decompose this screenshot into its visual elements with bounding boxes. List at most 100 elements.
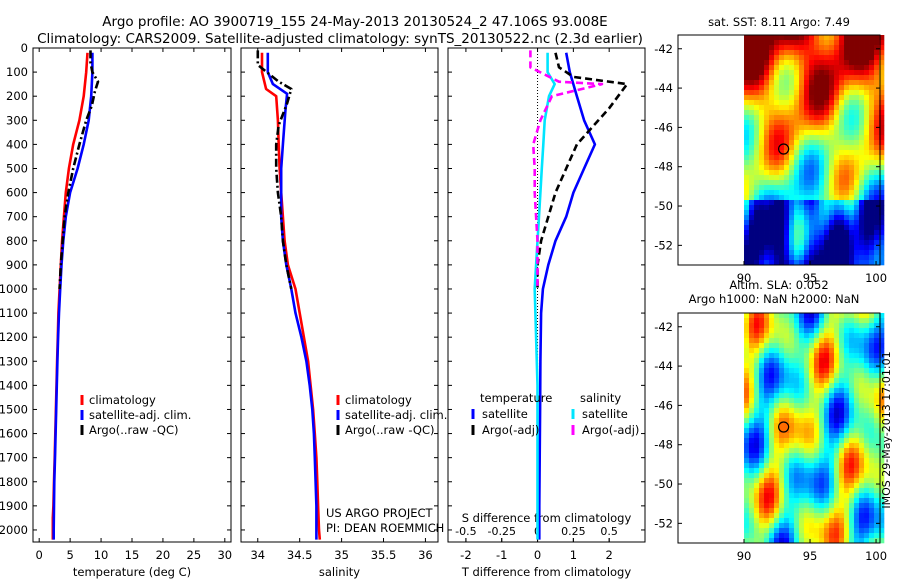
map-cell	[864, 165, 870, 171]
map-cell	[794, 230, 800, 236]
map-cell	[814, 225, 820, 231]
map-cell	[794, 135, 800, 141]
map-cell	[779, 343, 785, 349]
map-cell	[779, 245, 785, 251]
map-cell	[759, 150, 765, 156]
map-cell	[864, 55, 870, 61]
map-cell	[829, 338, 835, 344]
map-cell	[744, 240, 750, 246]
map-cell	[804, 190, 810, 196]
map-cell	[814, 75, 820, 81]
map-cell	[834, 200, 840, 206]
map-cell	[844, 185, 850, 191]
map-cell	[754, 433, 760, 439]
map-cell	[869, 40, 875, 46]
map-cell	[744, 348, 750, 354]
map-cell	[774, 473, 780, 479]
map-cell	[849, 478, 855, 484]
map-cell	[854, 443, 860, 449]
map-cell	[809, 110, 815, 116]
map-cell	[869, 95, 875, 101]
map-cell	[854, 358, 860, 364]
map-cell	[859, 165, 865, 171]
map-cell	[829, 478, 835, 484]
map-cell	[774, 230, 780, 236]
map-cell	[784, 145, 790, 151]
map-cell	[759, 433, 765, 439]
map-cell	[864, 110, 870, 116]
map-cell	[809, 215, 815, 221]
map-cell	[789, 105, 795, 111]
map-cell	[809, 338, 815, 344]
map-cell	[869, 368, 875, 374]
map-cell	[764, 463, 770, 469]
map-cell	[784, 333, 790, 339]
map-cell	[759, 328, 765, 334]
map-cell	[784, 100, 790, 106]
map-cell	[744, 50, 750, 56]
map-cell	[829, 513, 835, 519]
map-cell	[849, 528, 855, 534]
map-cell	[779, 100, 785, 106]
map-cell	[774, 160, 780, 166]
map-cell	[804, 448, 810, 454]
map-cell	[829, 383, 835, 389]
map-cell	[844, 428, 850, 434]
map-cell	[859, 160, 865, 166]
map-cell	[784, 418, 790, 424]
map-cell	[879, 443, 885, 449]
map-cell	[839, 313, 845, 319]
map-cell	[879, 160, 885, 166]
map-cell	[839, 205, 845, 211]
map-cell	[814, 388, 820, 394]
map-cell	[834, 528, 840, 534]
map-cell	[839, 388, 845, 394]
map-cell	[849, 398, 855, 404]
map-cell	[869, 110, 875, 116]
map-cell	[804, 458, 810, 464]
map-cell	[864, 353, 870, 359]
map-cell	[799, 313, 805, 319]
map-cell	[849, 318, 855, 324]
map-cell	[834, 85, 840, 91]
map-cell	[764, 418, 770, 424]
map-cell	[809, 210, 815, 216]
map-cell	[794, 363, 800, 369]
map-cell	[754, 353, 760, 359]
map-cell	[819, 518, 825, 524]
map-cell	[804, 200, 810, 206]
map-cell	[824, 125, 830, 131]
map-cell	[769, 230, 775, 236]
map-cell	[749, 195, 755, 201]
map-cell	[809, 240, 815, 246]
map-cell	[849, 140, 855, 146]
map-cell	[879, 215, 885, 221]
map-cell	[854, 180, 860, 186]
map-cell	[864, 398, 870, 404]
map-cell	[839, 408, 845, 414]
map-cell	[744, 403, 750, 409]
map-cell	[874, 393, 880, 399]
map-cell	[839, 483, 845, 489]
map-cell	[859, 205, 865, 211]
map-cell	[774, 55, 780, 61]
map-cell	[774, 348, 780, 354]
map-cell	[859, 245, 865, 251]
map-cell	[829, 443, 835, 449]
map-cell	[774, 205, 780, 211]
map-cell	[829, 473, 835, 479]
map-cell	[779, 120, 785, 126]
map-cell	[794, 523, 800, 529]
map-cell	[859, 100, 865, 106]
map-cell	[799, 503, 805, 509]
map-cell	[814, 230, 820, 236]
map-cell	[789, 235, 795, 241]
map-cell	[799, 120, 805, 126]
map-cell	[869, 35, 875, 41]
map-cell	[754, 125, 760, 131]
map-cell	[759, 348, 765, 354]
map-cell	[799, 140, 805, 146]
map-cell	[769, 225, 775, 231]
map-cell	[824, 468, 830, 474]
map-cell	[769, 488, 775, 494]
